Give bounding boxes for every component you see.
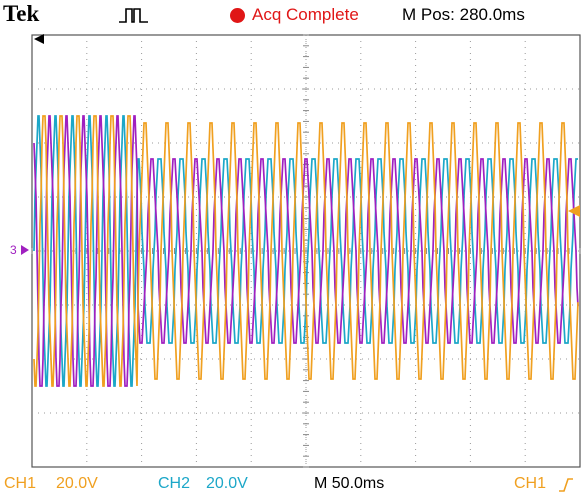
rising-edge-icon: [559, 478, 573, 492]
graticule-svg: 3: [10, 34, 581, 468]
settings-readout: CH1 20.0V CH2 20.0V M 50.0ms CH1: [0, 472, 584, 499]
brand-logo: Tek: [3, 1, 40, 26]
status-bar: Tek Acq Complete M Pos: 280.0ms: [0, 0, 584, 30]
ch2-scale: 20.0V: [206, 475, 248, 492]
waveform-display: 3: [0, 30, 584, 470]
ch1-trace: [33, 115, 579, 387]
timebase: M 50.0ms: [314, 475, 385, 492]
pulse-trigger-icon: [119, 8, 148, 23]
acquisition-status: Acq Complete: [252, 5, 359, 24]
horizontal-position: M Pos: 280.0ms: [402, 5, 525, 24]
ch1-scale: 20.0V: [56, 475, 98, 492]
ch3-trace: [33, 115, 579, 387]
ch3-ground-arrow-icon: [21, 245, 29, 255]
ch3-ground-marker: 3: [10, 243, 17, 257]
trigger-level-arrow-icon: [568, 205, 580, 217]
trigger-source: CH1: [514, 475, 547, 492]
ch1-label: CH1: [4, 475, 37, 492]
trigger-position-arrow-icon: [34, 34, 44, 44]
ch2-label: CH2: [158, 475, 191, 492]
acquisition-indicator: [230, 8, 245, 23]
